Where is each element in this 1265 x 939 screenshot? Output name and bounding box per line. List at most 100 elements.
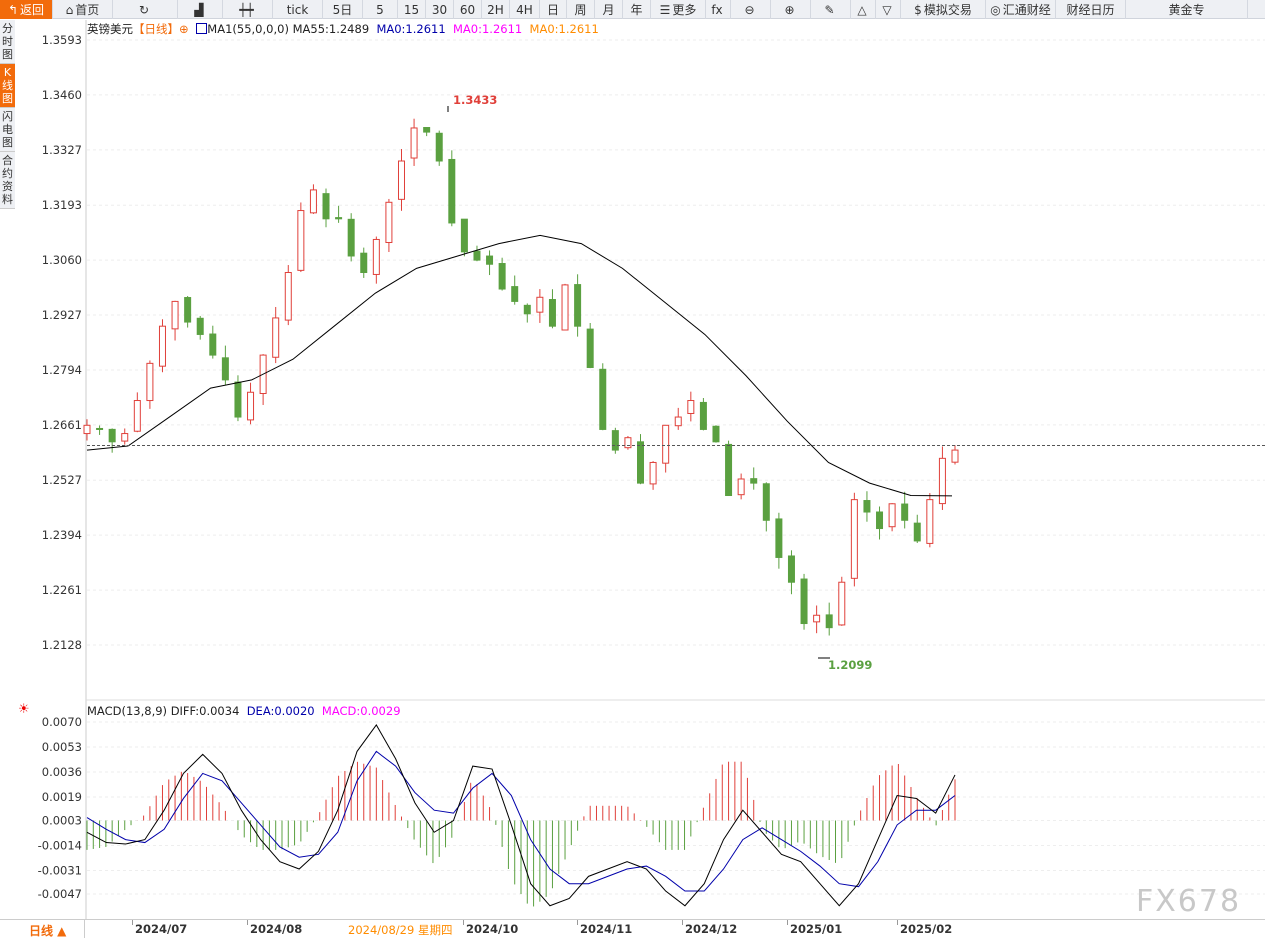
triangle-down-icon: ▽: [882, 2, 892, 17]
toolbar-button-12[interactable]: 4H: [510, 0, 540, 19]
sidebar-tab-0[interactable]: 分时图: [0, 20, 15, 64]
toolbar-button-13[interactable]: 日: [540, 0, 567, 19]
toolbar-button-6[interactable]: 5日: [323, 0, 363, 19]
toolbar-button-27[interactable]: 黄金专: [1126, 0, 1248, 19]
toolbar-button-9[interactable]: 30: [426, 0, 454, 19]
high-label: 1.3433: [453, 93, 497, 107]
candle-body: [876, 511, 884, 530]
macd-y-tick-label: 0.0070: [42, 715, 82, 729]
low-label: 1.2099: [828, 658, 872, 672]
toolbar-button-1[interactable]: ⌂ 首页: [53, 0, 113, 19]
x-tick-mark: [247, 920, 248, 925]
triangle-down-button[interactable]: ▽: [876, 0, 901, 19]
zoom-in-button[interactable]: ⊕: [771, 0, 811, 19]
pen-button[interactable]: ✎: [811, 0, 851, 19]
macd-y-tick-label: -0.0031: [38, 863, 82, 877]
x-tick-label: 2024/07: [135, 922, 188, 936]
candle-body: [951, 449, 959, 463]
period-toggle-button[interactable]: 日线 ▲: [15, 920, 85, 938]
candle-body: [385, 201, 393, 244]
candle-body: [473, 250, 481, 261]
toolbar-button-11[interactable]: 2H: [482, 0, 510, 19]
candle-body: [611, 430, 619, 451]
y-tick-label: 1.3193: [42, 198, 82, 212]
toolbar: ↰ 返回 ⌂ 首页 ↻ ▟ ┿┿ tick 5日 5 15 30 60 2H 4H 日周月 年 ☰ 更多 fx ⊖ ⊕ ✎ △…: [0, 0, 1265, 19]
candle-body: [649, 461, 657, 485]
toolbar-button-17[interactable]: ☰ 更多: [651, 0, 706, 19]
y-tick-label: 1.2261: [42, 583, 82, 597]
toolbar-label: 财经日历: [1066, 3, 1115, 17]
candle-body: [360, 252, 368, 274]
toolbar-label: 日: [546, 3, 559, 17]
zoom-out-icon: ⊖: [744, 2, 755, 17]
sidebar-tab-1[interactable]: K线图: [0, 64, 15, 108]
candle-body: [561, 284, 569, 331]
candle-body: [926, 499, 934, 544]
pen-icon: ✎: [824, 2, 835, 17]
candle-body: [511, 286, 519, 302]
candle-body: [574, 284, 582, 327]
home-icon: ⌂: [65, 2, 74, 17]
chart-canvas[interactable]: 1.3593 1.3460 1.3327 1.3193 1.3060 1.2927 1.27…: [0, 0, 1265, 919]
period-label[interactable]: 【日线】: [133, 22, 179, 36]
candle-body: [825, 614, 833, 629]
candlestick-icon: ┿┿: [239, 2, 254, 17]
toolbar-button-8[interactable]: 15: [398, 0, 426, 19]
x-tick-label: 2024/12: [685, 922, 738, 936]
toolbar-label: 年: [630, 3, 643, 17]
toolbar-label: 30: [431, 2, 448, 17]
candle-body: [536, 296, 544, 313]
candlestick-button[interactable]: ┿┿: [223, 0, 273, 19]
sidebar: 分时图 K线图 闪电图 合约资料: [0, 20, 15, 209]
candle-body: [838, 581, 846, 626]
symbol-name: 英镑美元: [87, 22, 133, 36]
candle-body: [158, 325, 166, 367]
ma0-value: MA0:1.2611: [529, 22, 599, 36]
logo-icon: ◎: [990, 2, 1001, 17]
toolbar-button-5[interactable]: tick: [273, 0, 323, 19]
triangle-up-button[interactable]: △: [851, 0, 876, 19]
candle-body: [901, 503, 909, 521]
indicator-icon[interactable]: [196, 23, 208, 34]
macd-y-tick-label: -0.0047: [38, 887, 82, 901]
fx-icon: fx: [711, 2, 723, 17]
toolbar-button-16[interactable]: 年: [623, 0, 651, 19]
x-tick-mark: [897, 920, 898, 925]
ma55-value: MA55:1.2489: [292, 22, 370, 36]
toolbar-label: 15: [403, 2, 420, 17]
candle-body: [247, 391, 255, 421]
y-tick-label: 1.2128: [42, 638, 82, 652]
toolbar-button-0[interactable]: ↰ 返回: [0, 0, 53, 19]
macd-settings-icon[interactable]: ☀: [18, 702, 30, 717]
sidebar-tab-2[interactable]: 闪电图: [0, 108, 15, 152]
toolbar-button-15[interactable]: 月: [595, 0, 623, 19]
toolbar-label: 月: [602, 3, 615, 17]
cursor-date-label: 2024/08/29 星期四: [348, 923, 453, 937]
refresh-button[interactable]: ↻: [113, 0, 178, 19]
triangle-up-icon: △: [857, 2, 867, 17]
toolbar-button-26[interactable]: 财经日历: [1056, 0, 1126, 19]
macd-y-tick-label: 0.0036: [42, 765, 82, 779]
toolbar-button-7[interactable]: 5: [363, 0, 398, 19]
fx-button[interactable]: fx: [706, 0, 731, 19]
zoom-out-button[interactable]: ⊖: [731, 0, 771, 19]
toolbar-button-10[interactable]: 60: [454, 0, 482, 19]
ma1-label: MA1(55,0,0,0): [207, 22, 289, 36]
sidebar-tab-3[interactable]: 合约资料: [0, 152, 15, 209]
crosshair-icon[interactable]: ⊕: [179, 22, 189, 36]
y-tick-label: 1.2927: [42, 308, 82, 322]
back-arrow-icon: ↰: [7, 2, 19, 17]
toolbar-button-25[interactable]: ◎ 汇通财经: [986, 0, 1056, 19]
bar-chart-button[interactable]: ▟: [178, 0, 223, 19]
toolbar-button-14[interactable]: 周: [567, 0, 595, 19]
candle-body: [913, 522, 921, 542]
menu-icon: ☰: [659, 2, 671, 17]
candle-body: [335, 217, 343, 220]
candle-body: [284, 272, 292, 321]
toolbar-button-24[interactable]: $ 模拟交易: [901, 0, 986, 19]
refresh-icon: ↻: [138, 2, 150, 17]
toolbar-label: tick: [286, 2, 309, 17]
candle-body: [83, 424, 91, 435]
x-tick-label: 2024/11: [580, 922, 633, 936]
candle-body: [234, 381, 242, 418]
